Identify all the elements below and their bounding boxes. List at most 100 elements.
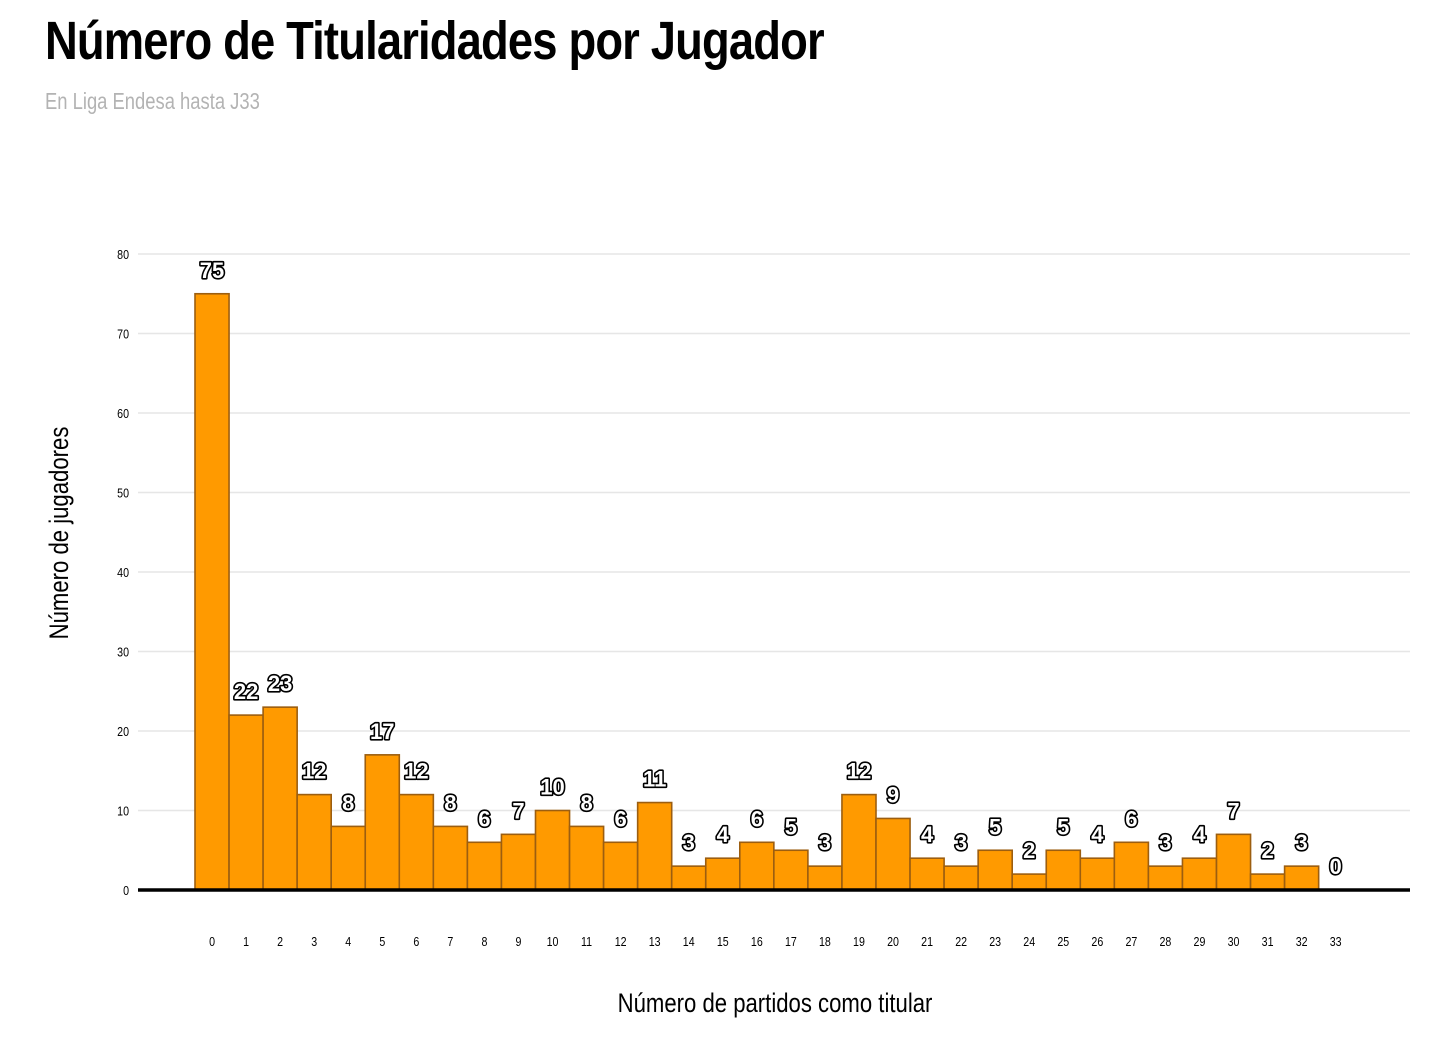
x-tick-label: 1: [243, 934, 249, 949]
x-tick-label: 27: [1125, 934, 1137, 949]
x-tick-label: 17: [785, 934, 797, 949]
gridlines: [138, 253, 1410, 812]
bar: [432, 825, 469, 891]
data-label: 12: [847, 759, 871, 784]
bar: [602, 841, 639, 891]
data-label: 7: [512, 798, 524, 823]
bar: [1113, 841, 1150, 891]
data-label: 3: [1159, 830, 1171, 855]
x-tick-label: 20: [887, 934, 899, 949]
y-tick-label: 50: [117, 485, 129, 500]
y-tick-label: 20: [117, 724, 129, 739]
bar: [330, 825, 367, 891]
bar: [1079, 857, 1116, 891]
bar: [228, 714, 264, 891]
data-label: 8: [342, 790, 354, 815]
x-tick-label: 29: [1194, 934, 1206, 949]
bar: [466, 841, 503, 891]
x-tick-label: 13: [649, 934, 661, 949]
data-label: 8: [580, 790, 592, 815]
data-label: 6: [615, 806, 627, 831]
data-label: 17: [370, 719, 394, 744]
x-tick-label: 19: [853, 934, 865, 949]
bar: [500, 833, 537, 891]
data-label: 5: [1057, 814, 1069, 839]
y-tick-label: 40: [117, 565, 129, 580]
data-label: 6: [751, 806, 763, 831]
y-tick-label: 10: [117, 803, 129, 818]
x-tick-label: 33: [1330, 934, 1342, 949]
data-label: 5: [785, 814, 797, 839]
data-label: 10: [540, 775, 564, 800]
data-label: 0: [1330, 854, 1342, 879]
data-label: 3: [683, 830, 695, 855]
y-axis-label: Número de jugadores: [45, 427, 75, 640]
bar: [534, 809, 571, 891]
bar: [1249, 873, 1286, 891]
x-tick-label: 5: [379, 934, 385, 949]
bar: [1181, 857, 1218, 891]
bar: [943, 865, 979, 891]
x-tick-label: 16: [751, 934, 763, 949]
x-tick-label: 10: [547, 934, 559, 949]
chart-subtitle: En Liga Endesa hasta J33: [45, 88, 260, 114]
chart-title: Número de Titularidades por Jugador: [45, 11, 825, 71]
data-label: 9: [887, 782, 899, 807]
bar: [1215, 833, 1252, 891]
data-label: 75: [200, 258, 224, 283]
data-label: 3: [1296, 830, 1308, 855]
data-label: 11: [643, 767, 666, 792]
data-label: 4: [717, 822, 730, 847]
x-tick-label: 0: [209, 934, 215, 949]
bar: [194, 292, 230, 891]
x-tick-label: 30: [1228, 934, 1240, 949]
x-tick-label: 7: [447, 934, 453, 949]
data-label: 3: [819, 830, 831, 855]
x-tick-label: 15: [717, 934, 729, 949]
data-label: 22: [234, 679, 258, 704]
data-label: 4: [921, 822, 934, 847]
x-tick-label: 31: [1262, 934, 1274, 949]
y-tick-label: 0: [123, 883, 129, 898]
bar: [1045, 849, 1082, 891]
bar: [704, 857, 741, 891]
x-tick-label: 11: [581, 934, 592, 949]
bar: [262, 706, 298, 891]
x-tick-label: 3: [311, 934, 317, 949]
bar: [296, 793, 332, 891]
data-label: 2: [1261, 838, 1273, 863]
bar: [773, 849, 809, 891]
bar: [738, 841, 775, 891]
x-tick-label: 6: [413, 934, 419, 949]
x-tick-label: 26: [1091, 934, 1103, 949]
x-tick-label: 4: [345, 934, 351, 949]
data-label: 12: [302, 759, 326, 784]
data-label: 7: [1227, 798, 1239, 823]
x-tick-label: 28: [1159, 934, 1171, 949]
x-tick-label: 22: [955, 934, 967, 949]
bar: [875, 817, 911, 891]
x-tick-label: 25: [1057, 934, 1069, 949]
x-tick-label: 2: [277, 934, 283, 949]
bar: [841, 793, 877, 891]
data-label: 12: [404, 759, 428, 784]
data-label: 4: [1193, 822, 1206, 847]
bar: [568, 825, 605, 891]
x-tick-label: 32: [1296, 934, 1308, 949]
bar: [1283, 865, 1320, 891]
x-tick-label: 8: [481, 934, 487, 949]
y-axis-ticks: 0 10 20 30 40 50 60 70 80: [117, 247, 129, 898]
bar: [807, 865, 843, 891]
x-tick-label: 24: [1023, 934, 1035, 949]
x-tick-label: 21: [921, 934, 933, 949]
data-label: 6: [1125, 806, 1137, 831]
data-label: 23: [268, 671, 292, 696]
bars: [194, 292, 1320, 891]
bar: [1147, 865, 1184, 891]
x-axis-label: Número de partidos como titular: [618, 989, 933, 1019]
y-tick-label: 80: [117, 247, 129, 262]
x-tick-label: 9: [516, 934, 522, 949]
bar: [398, 793, 435, 891]
